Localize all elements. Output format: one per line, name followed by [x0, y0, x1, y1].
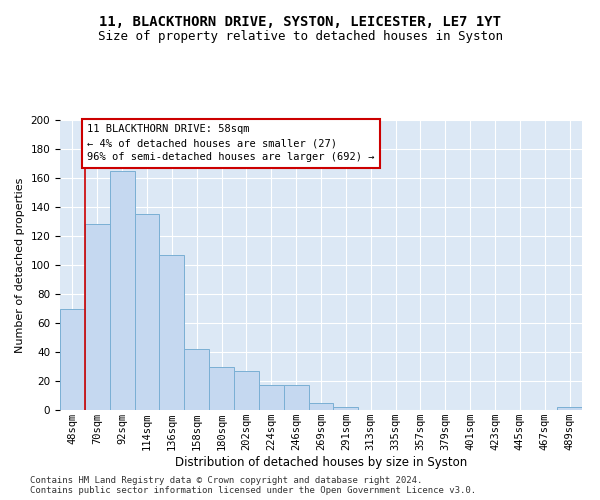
Bar: [209, 366, 234, 410]
X-axis label: Distribution of detached houses by size in Syston: Distribution of detached houses by size …: [175, 456, 467, 469]
Bar: [308, 403, 334, 410]
Bar: [134, 214, 160, 410]
Text: Contains HM Land Registry data © Crown copyright and database right 2024.
Contai: Contains HM Land Registry data © Crown c…: [30, 476, 476, 495]
Bar: [60, 308, 85, 410]
Text: Size of property relative to detached houses in Syston: Size of property relative to detached ho…: [97, 30, 503, 43]
Bar: [110, 171, 134, 410]
Bar: [234, 371, 259, 410]
Bar: [557, 407, 582, 410]
Bar: [160, 255, 184, 410]
Bar: [284, 386, 308, 410]
Text: 11, BLACKTHORN DRIVE, SYSTON, LEICESTER, LE7 1YT: 11, BLACKTHORN DRIVE, SYSTON, LEICESTER,…: [99, 15, 501, 29]
Bar: [259, 386, 284, 410]
Text: 11 BLACKTHORN DRIVE: 58sqm
← 4% of detached houses are smaller (27)
96% of semi-: 11 BLACKTHORN DRIVE: 58sqm ← 4% of detac…: [88, 124, 375, 162]
Bar: [334, 407, 358, 410]
Bar: [85, 224, 110, 410]
Y-axis label: Number of detached properties: Number of detached properties: [15, 178, 25, 352]
Bar: [184, 349, 209, 410]
